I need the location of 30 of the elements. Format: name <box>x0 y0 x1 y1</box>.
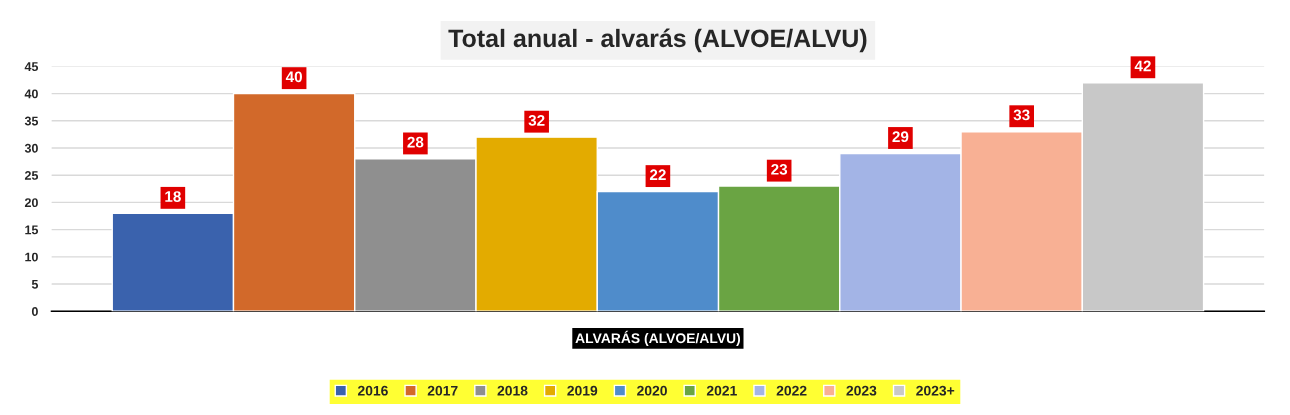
y-tick-label: 25 <box>24 171 39 180</box>
data-label: 42 <box>1134 60 1151 72</box>
y-tick-label: 35 <box>24 116 39 126</box>
legend-label: 2018 <box>497 385 528 396</box>
data-label: 29 <box>892 131 909 143</box>
data-label: 22 <box>649 169 666 181</box>
chart-title: Total anual - alvarás (ALVOE/ALVU) <box>448 28 867 53</box>
data-label: 18 <box>165 191 181 202</box>
legend-label: 2021 <box>706 385 737 396</box>
legend-label: 2017 <box>427 385 458 396</box>
data-label: 23 <box>771 163 788 175</box>
legend-label: 2022 <box>776 385 807 396</box>
y-tick-label: 45 <box>24 62 39 72</box>
legend-label: 2016 <box>357 385 388 396</box>
y-tick-label: 30 <box>24 143 38 153</box>
legend-label: 2023+ <box>916 385 955 396</box>
y-tick-label: 15 <box>25 225 39 235</box>
data-label: 33 <box>1013 109 1030 121</box>
x-tick-label: ALVARÁS (ALVOE/ALVU) <box>575 330 741 346</box>
data-label: 32 <box>528 114 545 126</box>
y-tick-label: 20 <box>24 198 38 208</box>
legend-label: 2020 <box>637 385 667 396</box>
legend-label: 2023 <box>846 385 877 396</box>
y-tick-label: 10 <box>25 252 38 262</box>
data-label: 40 <box>285 71 302 83</box>
y-tick-label: 40 <box>24 89 38 99</box>
y-tick-label: 5 <box>31 279 39 289</box>
y-tick-label: 0 <box>31 307 38 316</box>
data-label: 28 <box>407 136 424 148</box>
legend-label: 2019 <box>567 385 598 396</box>
